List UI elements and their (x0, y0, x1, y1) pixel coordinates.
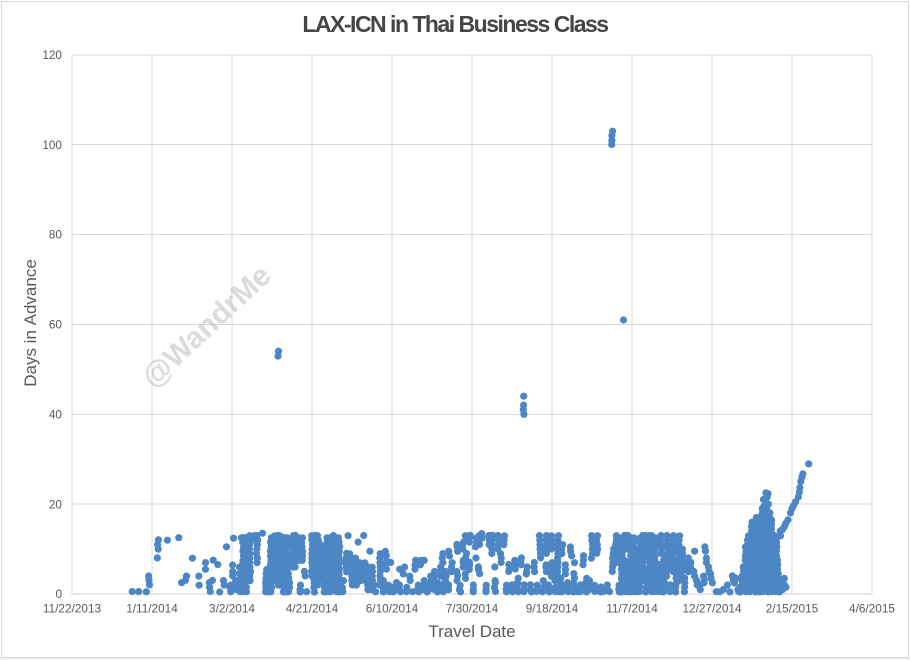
svg-text:40: 40 (49, 408, 63, 422)
svg-text:12/27/2014: 12/27/2014 (682, 602, 741, 616)
svg-text:60: 60 (49, 318, 63, 332)
svg-text:11/22/2013: 11/22/2013 (43, 602, 102, 616)
svg-text:6/10/2014: 6/10/2014 (366, 602, 419, 616)
svg-text:20: 20 (49, 497, 63, 511)
svg-text:3/2/2014: 3/2/2014 (209, 602, 255, 616)
svg-text:7/30/2014: 7/30/2014 (446, 602, 499, 616)
svg-text:120: 120 (42, 48, 62, 62)
svg-text:9/18/2014: 9/18/2014 (526, 602, 579, 616)
svg-text:0: 0 (55, 587, 62, 601)
svg-text:4/21/2014: 4/21/2014 (286, 602, 339, 616)
svg-text:11/7/2014: 11/7/2014 (606, 602, 658, 616)
svg-text:1/11/2014: 1/11/2014 (126, 602, 178, 616)
svg-text:4/6/2015: 4/6/2015 (849, 602, 895, 616)
svg-text:2/15/2015: 2/15/2015 (766, 602, 819, 616)
svg-text:80: 80 (49, 228, 63, 242)
svg-text:100: 100 (42, 138, 62, 152)
